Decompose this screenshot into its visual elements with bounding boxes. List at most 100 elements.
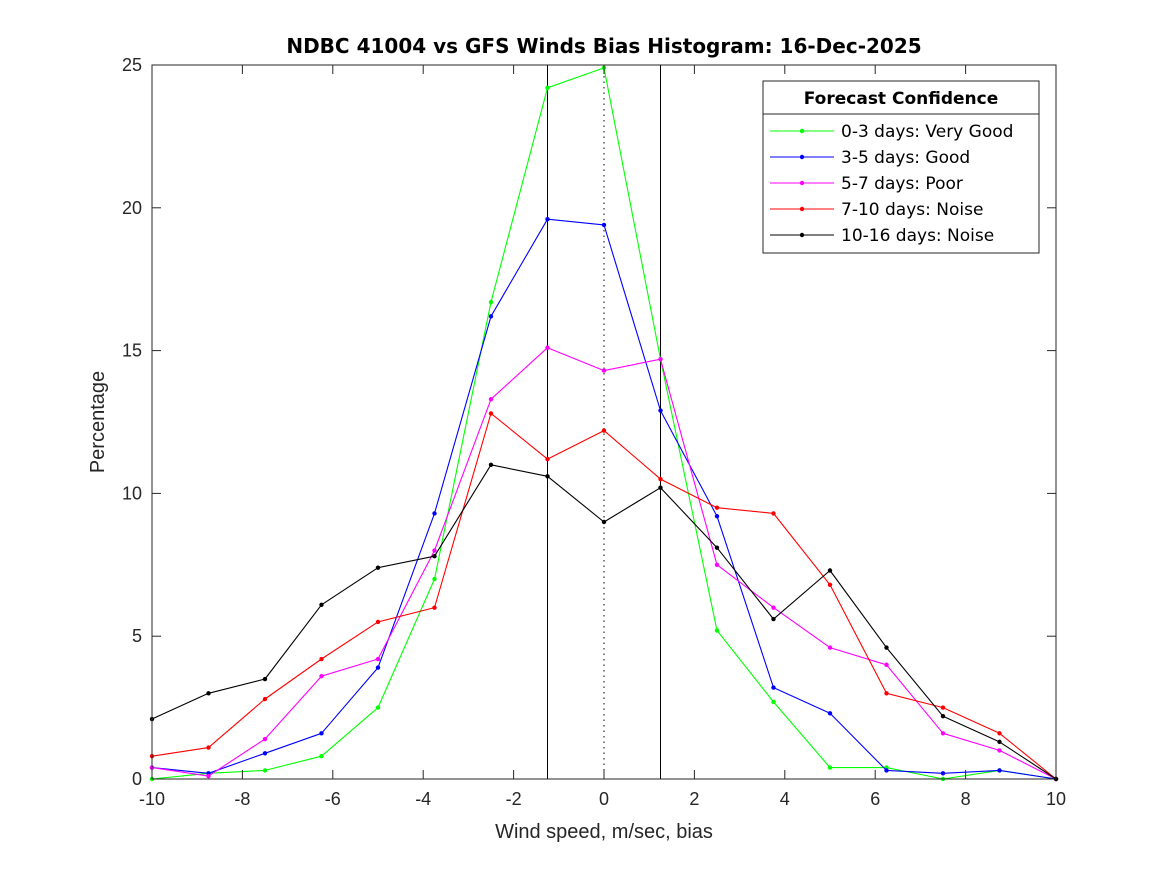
data-point — [884, 768, 889, 773]
legend-entries: 0-3 days: Very Good 3-5 days: Good 5-7 day… — [770, 122, 1013, 246]
data-point — [319, 602, 324, 607]
data-point — [432, 511, 437, 516]
data-point — [827, 765, 833, 770]
legend-marker — [799, 232, 805, 238]
y-axis-label: Percentage — [87, 371, 109, 473]
y-tick-label: 0 — [132, 769, 142, 789]
x-tick-label: 6 — [870, 789, 880, 809]
data-point — [488, 462, 494, 468]
data-point — [545, 85, 550, 91]
data-point — [545, 474, 550, 479]
data-point — [940, 731, 946, 736]
data-point — [827, 582, 833, 587]
data-point — [262, 751, 268, 756]
data-point — [827, 711, 833, 716]
x-tick-label: 2 — [689, 789, 699, 809]
legend-title: Forecast Confidence — [804, 89, 999, 109]
legend: Forecast Confidence 0-3 days: Very Good 3… — [762, 80, 1040, 254]
data-point — [375, 619, 381, 625]
y-tick-label: 10 — [122, 483, 142, 503]
data-point — [206, 773, 211, 779]
data-point — [601, 428, 607, 433]
data-point — [658, 408, 663, 413]
legend-box — [762, 80, 1040, 254]
legend-label: 7-10 days: Noise — [841, 200, 983, 220]
data-point — [997, 731, 1002, 736]
data-point — [997, 748, 1002, 753]
x-tick-label: -10 — [139, 789, 165, 809]
data-point — [601, 222, 607, 228]
data-point — [319, 656, 324, 662]
legend-marker — [799, 128, 805, 134]
data-point — [714, 562, 720, 567]
x-tick-label: -2 — [506, 789, 522, 809]
data-point — [262, 696, 268, 702]
y-tick-label: 25 — [122, 55, 142, 75]
data-point — [827, 645, 833, 650]
data-point — [714, 628, 720, 633]
data-point — [206, 691, 211, 696]
data-point — [488, 396, 494, 402]
data-point — [827, 568, 833, 573]
legend-label: 0-3 days: Very Good — [841, 122, 1013, 142]
data-point — [375, 565, 381, 570]
x-tick-label: 0 — [599, 789, 609, 809]
x-tick-label: -8 — [234, 789, 250, 809]
data-point — [432, 576, 437, 582]
x-tick-label: -6 — [325, 789, 341, 809]
data-point — [771, 685, 776, 690]
y-tick-label: 20 — [122, 198, 142, 218]
data-point — [714, 514, 720, 519]
data-point — [375, 665, 381, 670]
legend-label: 10-16 days: Noise — [841, 226, 994, 246]
data-point — [658, 485, 663, 490]
data-point — [714, 545, 720, 550]
data-point — [658, 476, 663, 482]
data-point — [658, 356, 663, 362]
data-point — [771, 605, 776, 610]
data-point — [432, 554, 437, 559]
data-point — [262, 768, 268, 773]
reference-lines — [547, 65, 661, 779]
data-point — [375, 705, 381, 710]
y-tick-label: 15 — [122, 341, 142, 361]
x-tick-label: 4 — [780, 789, 790, 809]
data-point — [206, 745, 211, 750]
legend-marker — [799, 206, 805, 212]
data-point — [432, 548, 437, 553]
data-point — [432, 605, 437, 610]
x-axis-label: Wind speed, m/sec, bias — [495, 821, 713, 843]
data-point — [545, 217, 550, 222]
data-point — [488, 411, 494, 416]
legend-marker — [799, 180, 805, 186]
data-point — [940, 705, 946, 710]
data-point — [714, 505, 720, 510]
data-point — [375, 656, 381, 662]
data-point — [601, 368, 607, 373]
y-tick-label: 5 — [132, 626, 142, 646]
data-point — [545, 456, 550, 462]
legend-label: 5-7 days: Poor — [841, 174, 963, 194]
data-point — [319, 731, 324, 736]
data-point — [997, 739, 1002, 745]
data-point — [884, 691, 889, 696]
data-point — [601, 519, 607, 525]
x-tick-label: -4 — [415, 789, 431, 809]
axes-layer: -10 -8 -6 -4 -2 0 2 4 6 8 10 0 5 10 15 20 25 — [122, 55, 1066, 809]
data-point — [488, 314, 494, 319]
data-point — [884, 645, 889, 650]
data-point — [319, 673, 324, 679]
chart-title: NDBC 41004 vs GFS Winds Bias Histogram: … — [286, 34, 921, 58]
x-tick-label: 8 — [961, 789, 971, 809]
data-point — [771, 699, 776, 705]
x-tick-label: 10 — [1046, 789, 1066, 809]
data-point — [545, 345, 550, 350]
data-point — [940, 771, 946, 776]
data-point — [262, 676, 268, 682]
data-point — [771, 511, 776, 516]
legend-marker — [799, 154, 805, 160]
data-point — [488, 299, 494, 305]
data-point — [884, 662, 889, 667]
